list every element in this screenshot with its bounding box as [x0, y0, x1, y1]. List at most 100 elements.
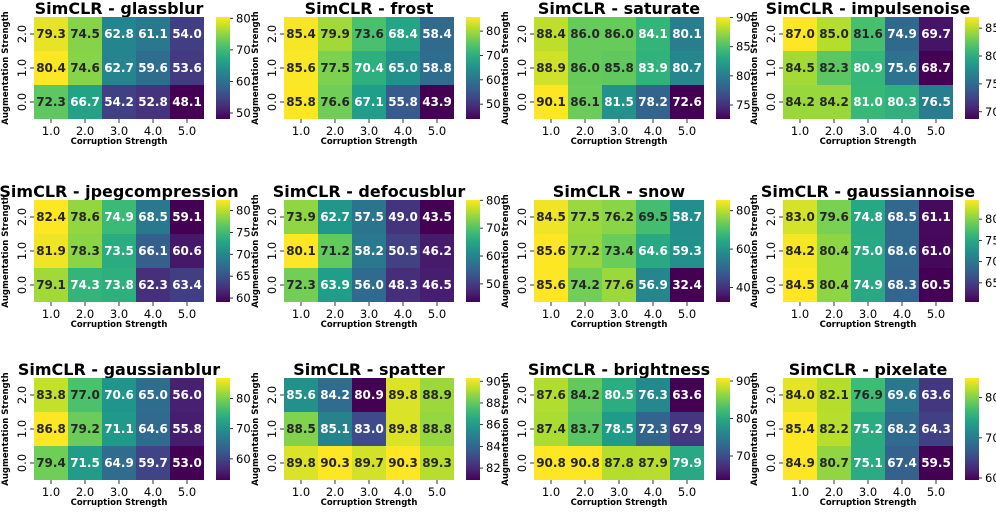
heatmap-cell [170, 200, 204, 234]
x-tick-label: 2.0 [576, 307, 594, 321]
heatmap-cell [670, 378, 704, 412]
colorbar [216, 200, 230, 302]
colorbar-tick-label: 75 [236, 225, 251, 239]
cell-value-label: 84.2 [570, 388, 600, 402]
heatmap-cell [34, 412, 68, 446]
cell-value-label: 61.1 [921, 210, 951, 224]
cell-value-label: 88.8 [422, 422, 452, 436]
heatmap-cell [783, 17, 817, 51]
cell-value-label: 75.0 [853, 244, 883, 258]
cell-value-label: 86.1 [570, 95, 600, 109]
cell-value-label: 68.5 [138, 210, 168, 224]
heatmap-cell [817, 17, 851, 51]
colorbar-tick-label: 50 [236, 106, 251, 120]
heatmap-cell [534, 85, 568, 119]
heatmap-cell [68, 412, 102, 446]
cell-value-label: 63.6 [921, 388, 951, 402]
x-tick-label: 2.0 [576, 124, 594, 138]
colorbar-tick-label: 70 [985, 431, 996, 445]
cell-value-label: 79.6 [819, 210, 849, 224]
cell-value-label: 68.5 [887, 210, 917, 224]
cell-value-label: 68.2 [887, 422, 917, 436]
x-axis-label: Corruption Strength [71, 137, 168, 147]
cell-value-label: 53.6 [172, 61, 202, 75]
cell-value-label: 67.4 [887, 456, 917, 470]
y-tick-label: 2.0 [764, 25, 778, 43]
y-tick-label: 1.0 [764, 59, 778, 77]
heatmap-cell [817, 200, 851, 234]
heatmap-cell [885, 412, 919, 446]
cell-value-label: 63.4 [172, 278, 202, 292]
cell-value-label: 68.6 [887, 244, 917, 258]
x-tick-label: 3.0 [360, 124, 378, 138]
heatmap-cell [318, 446, 352, 480]
heatmap-cell [318, 17, 352, 51]
colorbar-tick-label: 60 [736, 242, 751, 256]
heatmap-cell [68, 446, 102, 480]
heatmap-cell [602, 268, 636, 302]
cell-value-label: 49.0 [388, 210, 418, 224]
y-tick-label: 1.0 [265, 420, 279, 438]
chart-title: SimCLR - impulsenoise [766, 0, 971, 18]
cell-value-label: 89.8 [286, 456, 316, 470]
colorbar-tick-label: 80 [736, 412, 751, 426]
heatmap-cell [919, 268, 953, 302]
y-tick-label: 2.0 [15, 386, 29, 404]
chart-title: SimCLR - gaussiannoise [761, 182, 975, 201]
heatmap-cell [602, 200, 636, 234]
heatmap-cell [136, 85, 170, 119]
cell-value-label: 48.3 [388, 278, 418, 292]
heatmap-cell [136, 412, 170, 446]
cell-value-label: 67.1 [354, 95, 384, 109]
cell-value-label: 83.0 [354, 422, 384, 436]
cell-value-label: 82.2 [819, 422, 849, 436]
colorbar-tick-label: 80 [236, 204, 251, 218]
heatmap-cell [34, 200, 68, 234]
y-tick-label: 0.0 [764, 454, 778, 472]
y-tick-label: 2.0 [15, 208, 29, 226]
y-tick-label: 2.0 [515, 208, 529, 226]
cell-value-label: 63.9 [320, 278, 350, 292]
heatmap-cell [284, 200, 318, 234]
cell-value-label: 74.6 [70, 61, 100, 75]
cell-value-label: 43.5 [422, 210, 452, 224]
cell-value-label: 85.4 [286, 27, 316, 41]
y-tick-label: 1.0 [515, 59, 529, 77]
x-tick-label: 5.0 [428, 307, 446, 321]
colorbar-tick-label: 90 [486, 374, 501, 388]
heatmap-cell [817, 234, 851, 268]
heatmap-cell [420, 17, 454, 51]
heatmap-cell [102, 85, 136, 119]
cell-value-label: 75.1 [853, 456, 883, 470]
cell-value-label: 89.8 [388, 422, 418, 436]
heatmap-cell [420, 412, 454, 446]
heatmap-cell [568, 200, 602, 234]
heatmap-cell [352, 378, 386, 412]
y-axis-label: Augmentation Strength [251, 11, 261, 124]
cell-value-label: 80.4 [819, 278, 849, 292]
colorbar [965, 17, 979, 119]
heatmap-cell [919, 51, 953, 85]
x-tick-label: 4.0 [144, 307, 162, 321]
heatmap-cell [817, 85, 851, 119]
heatmap-cell [636, 51, 670, 85]
y-tick-label: 1.0 [515, 420, 529, 438]
heatmap-cell [534, 234, 568, 268]
y-axis-label: Augmentation Strength [501, 194, 511, 307]
colorbar-tick-label: 65 [236, 269, 251, 283]
colorbar-tick-label: 80 [236, 11, 251, 25]
heatmap-panel: SimCLR - glassblur 79.3 74.5 62.8 61.1 54.0 80… [1, 0, 251, 147]
x-axis-label: Corruption Strength [71, 320, 168, 330]
colorbar-tick-label: 60 [236, 452, 251, 466]
cell-value-label: 71.5 [70, 456, 100, 470]
cell-value-label: 61.0 [921, 244, 951, 258]
heatmap-cell [851, 268, 885, 302]
cell-value-label: 54.0 [172, 27, 202, 41]
cell-value-label: 82.4 [36, 210, 66, 224]
y-tick-label: 1.0 [515, 242, 529, 260]
heatmap-cell [420, 200, 454, 234]
heatmap-cell [885, 268, 919, 302]
heatmap-cell [817, 412, 851, 446]
colorbar [716, 378, 730, 480]
heatmap-cell [851, 85, 885, 119]
